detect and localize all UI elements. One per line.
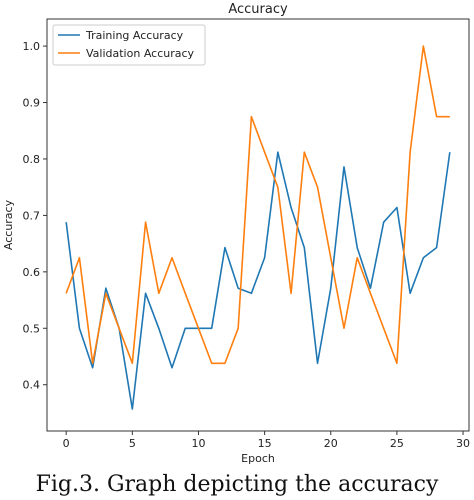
- y-tick-label: 1.0: [23, 40, 41, 53]
- legend-box: [52, 24, 206, 66]
- y-tick-label: 0.6: [23, 266, 41, 279]
- x-tick-label: 10: [191, 437, 205, 450]
- legend-label-validation: Validation Accuracy: [86, 47, 195, 60]
- x-tick-label: 30: [456, 437, 470, 450]
- plot-area: [46, 18, 470, 432]
- y-tick-label: 0.8: [23, 153, 41, 166]
- x-axis-ticks: 0 5 10 15 20 25 30: [63, 431, 470, 450]
- figure-caption: Fig.3. Graph depicting the accuracy: [35, 472, 439, 497]
- chart-title: Accuracy: [228, 2, 288, 17]
- y-tick-label: 0.7: [23, 209, 41, 222]
- x-tick-label: 25: [390, 437, 404, 450]
- legend: Training Accuracy Validation Accuracy: [52, 24, 206, 66]
- x-tick-label: 20: [324, 437, 338, 450]
- y-tick-label: 0.9: [23, 97, 41, 110]
- y-tick-label: 0.5: [23, 322, 41, 335]
- x-tick-label: 0: [63, 437, 70, 450]
- series-layer: [65, 45, 451, 410]
- y-axis-ticks: 0.4 0.5 0.6 0.7 0.8 0.9 1.0: [23, 40, 47, 392]
- x-tick-label: 15: [258, 437, 272, 450]
- training-accuracy-line: [65, 151, 451, 410]
- legend-label-training: Training Accuracy: [85, 29, 184, 42]
- y-axis-label: Accuracy: [2, 199, 15, 250]
- x-axis-label: Epoch: [241, 452, 275, 465]
- accuracy-chart: Accuracy 0.4 0.5 0.6 0.7 0.8 0.9 1.0 0 5 10 15 20 2…: [2, 2, 470, 465]
- y-tick-label: 0.4: [23, 379, 41, 392]
- x-tick-label: 5: [129, 437, 136, 450]
- validation-accuracy-line: [65, 45, 450, 365]
